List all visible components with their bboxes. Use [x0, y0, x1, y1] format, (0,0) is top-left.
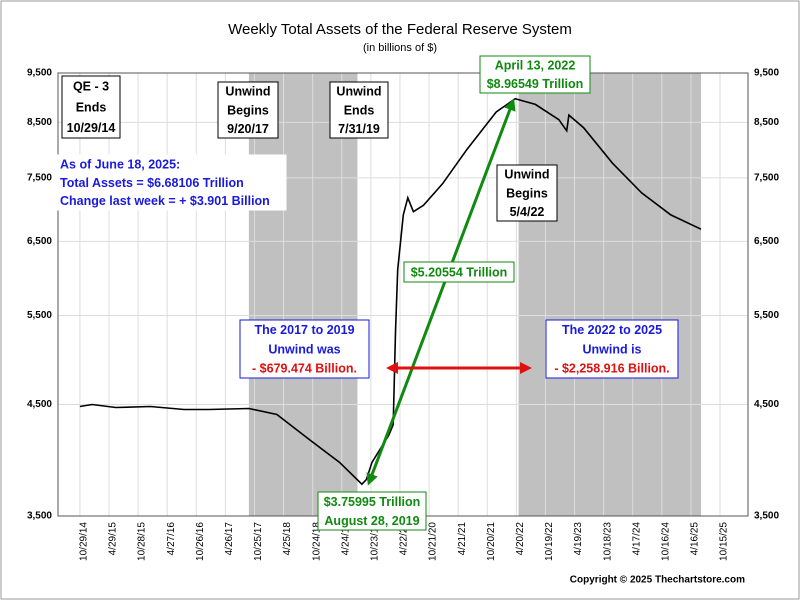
- annotation-box: [317, 491, 427, 531]
- x-tick-label: 10/15/25: [719, 522, 730, 561]
- x-tick-label: 4/22/20: [399, 522, 410, 556]
- annotation-text: The 2017 to 2019: [254, 323, 354, 337]
- annotation-text: $5.20554 Trillion: [411, 265, 508, 279]
- annotation-text: Change last week = + $3.901 Billion: [60, 194, 270, 208]
- x-tick-label: 10/28/15: [137, 522, 148, 561]
- x-tick-label: 10/26/16: [195, 522, 206, 561]
- annotation-text: As of June 18, 2025:: [60, 157, 180, 171]
- annotation-box: [239, 319, 370, 379]
- annotation-text: $8.96549 Trillion: [487, 77, 584, 91]
- y2-tick-label: 6,500: [754, 236, 779, 247]
- y2-tick-label: 8,500: [754, 117, 779, 128]
- annotation-text: April 13, 2022: [495, 59, 576, 73]
- annotation-text: 7/31/19: [338, 122, 380, 136]
- unwind-period: [518, 73, 701, 516]
- annotation-text: Begins: [506, 186, 548, 200]
- x-tick-label: 10/19/22: [544, 522, 555, 561]
- x-tick-label: 4/21/21: [457, 522, 468, 556]
- annotation-box: [61, 75, 121, 139]
- annotation-text: $3.75995 Trillion: [324, 495, 421, 509]
- x-tick-label: 4/19/23: [573, 522, 584, 556]
- annotation-box: [545, 319, 679, 379]
- annotation-text: Unwind is: [582, 342, 641, 356]
- unwind-period: [248, 73, 358, 516]
- y-tick-label: 8,500: [27, 117, 52, 128]
- y2-tick-label: 3,500: [754, 511, 779, 522]
- y-tick-label: 5,500: [27, 310, 52, 321]
- annotation-text: 10/29/14: [67, 121, 116, 135]
- y2-tick-label: 4,500: [754, 399, 779, 410]
- annotation-box: [217, 81, 279, 139]
- annotation-text: Begins: [227, 103, 269, 117]
- x-tick-label: 10/24/18: [311, 522, 322, 561]
- annotations: QE - 3 Ends 10/29/14 Unwind Begins 9/20/17 Unw…: [53, 55, 679, 531]
- x-tick-label: 10/21/20: [428, 522, 439, 561]
- span-arrow: [366, 98, 516, 486]
- y-tick-label: 3,500: [27, 511, 52, 522]
- copyright: Copyright © 2025 Thechartstore.com: [570, 575, 745, 586]
- y-tick-label: 4,500: [27, 399, 52, 410]
- annotation-box: [53, 154, 287, 211]
- x-tick-label: 10/20/21: [486, 522, 497, 561]
- annotation-text: Ends: [344, 103, 375, 117]
- x-tick-label: 4/27/16: [166, 522, 177, 556]
- annotation-text: Unwind was: [268, 342, 340, 356]
- chart-subtitle: (in billions of $): [363, 42, 437, 54]
- annotation-text: The 2022 to 2025: [562, 323, 662, 337]
- y2-tick-label: 9,500: [754, 68, 779, 79]
- x-tick-label: 10/16/24: [660, 522, 671, 561]
- annotation-box: [479, 55, 591, 94]
- x-tick-label: 4/20/22: [515, 522, 526, 556]
- annotation-box: [403, 261, 515, 283]
- y-tick-label: 7,500: [27, 173, 52, 184]
- annotation-text: - $679.474 Billion.: [252, 362, 357, 376]
- x-tick-label: 4/16/25: [690, 522, 701, 556]
- annotation-box: [496, 164, 558, 222]
- annotation-box: [329, 81, 389, 139]
- annotation-text: 9/20/17: [227, 122, 269, 136]
- annotation-text: Ends: [76, 100, 107, 114]
- x-tick-label: 10/29/14: [79, 522, 90, 561]
- x-tick-label: 4/17/24: [631, 522, 642, 556]
- x-tick-label: 10/25/17: [253, 522, 264, 561]
- annotation-text: 5/4/22: [510, 205, 545, 219]
- y2-tick-label: 7,500: [754, 173, 779, 184]
- x-tick-label: 4/25/18: [282, 522, 293, 556]
- annotation-text: August 28, 2019: [324, 514, 419, 528]
- x-tick-label: 4/26/17: [224, 522, 235, 556]
- annotation-text: QE - 3: [73, 80, 109, 94]
- shading: [248, 73, 701, 516]
- y-tick-label: 6,500: [27, 236, 52, 247]
- y-tick-label: 9,500: [27, 68, 52, 79]
- annotation-text: Total Assets = $6.68106 Trillion: [60, 176, 244, 190]
- annotation-text: Unwind: [225, 85, 270, 99]
- x-tick-label: 4/24/19: [340, 522, 351, 556]
- chart-title: Weekly Total Assets of the Federal Reser…: [228, 21, 572, 38]
- x-tick-label: 4/29/15: [108, 522, 119, 556]
- x-tick-label: 10/23/19: [370, 522, 381, 561]
- annotation-text: Unwind: [504, 168, 549, 182]
- annotation-text: - $2,258.916 Billion.: [554, 362, 669, 376]
- annotation-text: Unwind: [336, 85, 381, 99]
- y2-tick-label: 5,500: [754, 310, 779, 321]
- x-tick-label: 10/18/23: [602, 522, 613, 561]
